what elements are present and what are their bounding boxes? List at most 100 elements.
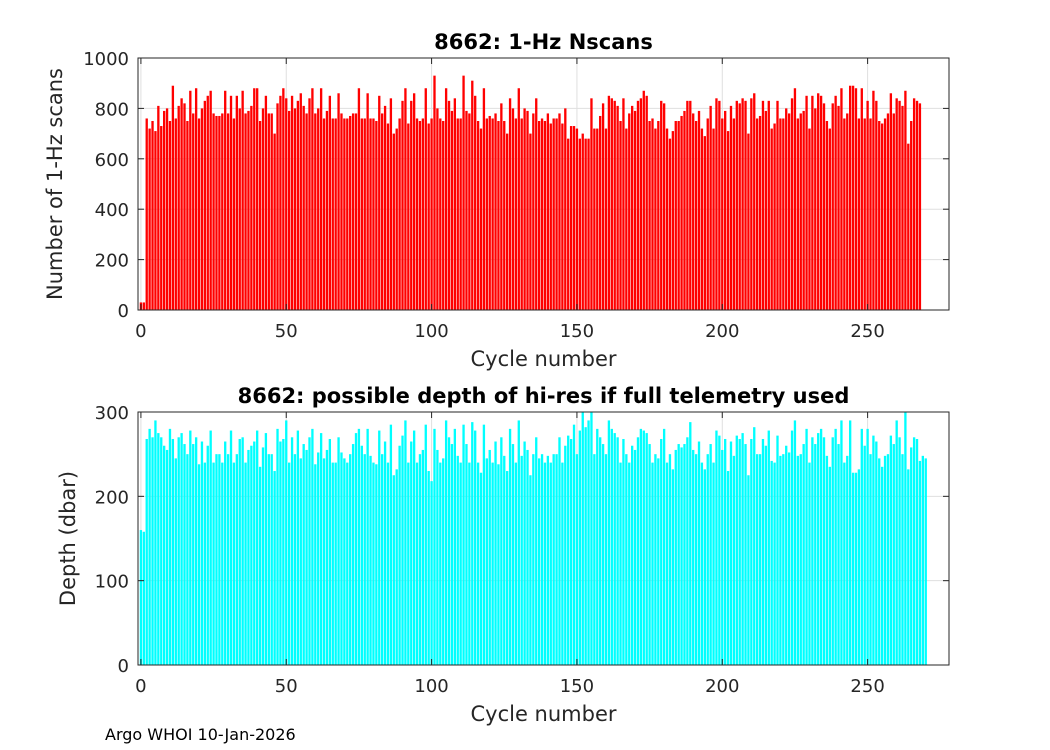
panel-1-bar (805, 95, 808, 310)
panel-1-bar (459, 118, 462, 310)
panel-2-bar (593, 454, 596, 665)
panel-2-bar (479, 472, 483, 665)
panel-2-bar (808, 462, 811, 665)
panel-2-bar (145, 438, 148, 665)
panel-1-bar (814, 108, 817, 311)
panel-2-bar (601, 444, 605, 665)
panel-1-bar (308, 98, 311, 310)
panel-2-bar (160, 437, 163, 665)
panel-2-bar (430, 481, 433, 665)
panel-2-bar (738, 438, 741, 665)
panel-1-bar (442, 121, 445, 310)
panel-2-bar (226, 454, 230, 665)
panel-2-bar (843, 462, 846, 665)
panel-2-bar (424, 424, 427, 665)
panel-1-bar (372, 118, 375, 310)
panel-1-bar (724, 110, 727, 310)
panel-1-bar (476, 121, 480, 310)
panel-1-bar (514, 118, 518, 310)
panel-2-bar (273, 471, 276, 665)
panel-1-bar (337, 93, 340, 310)
panel-1-bar (872, 90, 875, 310)
panel-2-bar (439, 462, 442, 665)
panel-2-bar (892, 444, 895, 665)
panel-2-bar (854, 472, 858, 665)
panel-2-bar (514, 462, 518, 665)
panel-1-bar (898, 100, 901, 310)
panel-2-bar (721, 449, 724, 665)
panel-1-bar (828, 128, 831, 310)
panel-1-bar (407, 123, 410, 311)
panel-1-bar (148, 128, 151, 310)
panel-2-bar (622, 438, 625, 665)
panel-2-bar (790, 430, 794, 665)
panel-1-bar (145, 118, 148, 310)
panel-2-bar (529, 475, 532, 665)
panel-1-bar (401, 100, 404, 310)
panel-1-bar (750, 98, 753, 310)
panel-1-bar (276, 103, 279, 310)
panel-2-bar (296, 430, 300, 665)
panel-2-bar (677, 444, 680, 665)
panel-2-bar (613, 433, 616, 665)
panel-1-bar (267, 113, 270, 310)
panel-2-bar (360, 445, 363, 665)
panel-2-bar (610, 428, 613, 665)
panel-2-bar (822, 437, 826, 665)
panel-1-bar (453, 98, 457, 310)
panel-2-bar (192, 444, 195, 665)
panel-1-bar (215, 115, 218, 311)
panel-1-bar (189, 90, 192, 310)
panel-1-bar (726, 131, 730, 310)
panel-1-bar (787, 113, 791, 310)
panel-1-bar (238, 108, 241, 311)
panel-2-bar (889, 435, 893, 665)
panel-2-bar (924, 458, 927, 665)
panel-1-bar (503, 121, 506, 310)
panel-2-bar (694, 454, 698, 665)
panel-2-bar (261, 447, 265, 665)
panel-2-bar (831, 437, 834, 665)
panel-2-bar (584, 427, 587, 665)
panel-2-bar (796, 455, 800, 665)
panel-1-bar (532, 113, 535, 310)
panel-2-bar (555, 454, 558, 665)
panel-2-bar (706, 454, 709, 665)
panel-1-bar (229, 95, 233, 310)
panel-2-bar (459, 462, 462, 665)
panel-2-bar (325, 449, 329, 665)
panel-1-bar (712, 128, 715, 310)
panel-1-bar (366, 93, 369, 310)
panel-1-bar (878, 121, 881, 310)
panel-2-bar (764, 445, 768, 665)
panel-1-bar (735, 100, 738, 310)
panel-1-bar (465, 110, 468, 310)
panel-1-bar (183, 103, 186, 310)
panel-1-bar (436, 108, 439, 311)
panel-2-bar (700, 462, 704, 665)
panel-1-bar (831, 103, 834, 310)
panel-2-bar (232, 462, 236, 665)
panel-2-bar (337, 437, 340, 665)
panel-2-bar (224, 441, 227, 665)
panel-1-bar (253, 88, 256, 311)
panel-1-bar (558, 113, 561, 310)
panel-2-bar (819, 428, 823, 665)
panel-1-bar (692, 113, 695, 310)
panel-2-bar (703, 469, 706, 665)
panel-1-bar (497, 121, 500, 310)
panel-1-bar (639, 98, 643, 310)
panel-2-bar (817, 433, 820, 665)
panel-2-bar (526, 449, 529, 665)
panel-1-bar (203, 100, 207, 310)
panel-2-bar (558, 437, 561, 665)
panel-1-bar (491, 118, 494, 310)
panel-1-bar (686, 100, 689, 310)
panel-1-bar (622, 98, 625, 310)
panel-1-bar (197, 118, 201, 310)
panel-1-bar (511, 108, 515, 311)
panel-1-bar (285, 98, 288, 310)
panel-2-bar (782, 454, 785, 665)
panel-2-bar (718, 435, 721, 665)
panel-2-bar (793, 420, 797, 665)
